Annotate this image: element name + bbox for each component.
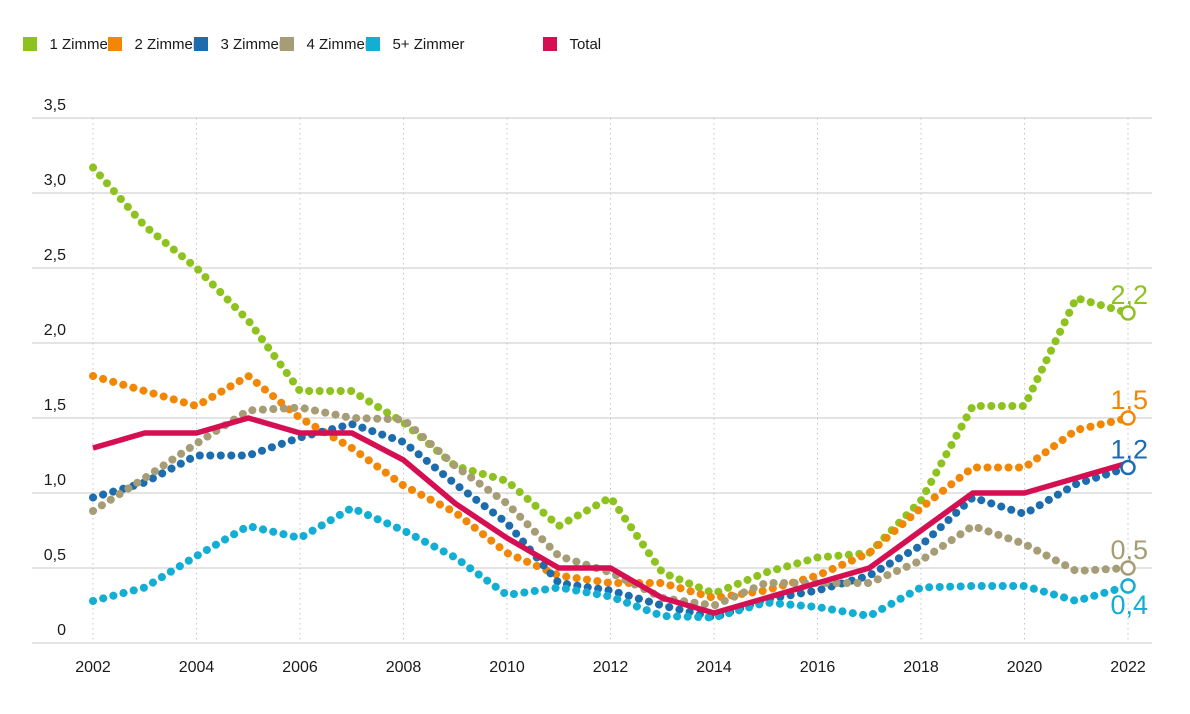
x-axis-tick-label: 2002 [75,659,111,676]
chart-legend: 1 Zimmer 2 Zimmer 3 Zimmer 4 Zimmer 5+ Z… [0,36,1190,56]
series-endpoint-1-zimmer [1120,305,1136,321]
legend-item-4-zimmer: 4 Zimmer [280,36,370,53]
series-endpoint-3-zimmer [1120,459,1136,476]
x-axis-tick-label: 2014 [696,659,732,676]
series-endpoint-4-zimmer [1120,560,1136,576]
legend-swatch-3-zimmer [194,37,208,51]
y-axis-tick-label: 2,5 [44,247,66,264]
series-end-label-1-zimmer: 2,2 [1110,280,1148,310]
legend-swatch-2-zimmer [108,37,122,51]
legend-swatch-1-zimmer [23,37,37,51]
series-end-label-5plus-zimmer: 0,4 [1110,590,1148,620]
series-line-1-zimmer [89,163,1132,598]
y-axis-tick-label: 0,5 [44,547,66,564]
series-line-total [92,415,1129,616]
x-axis-tick-label: 2020 [1007,659,1043,676]
series-line-4-zimmer [89,403,1132,610]
legend-item-5plus-zimmer: 5+ Zimmer [366,36,465,53]
x-axis-tick-label: 2008 [386,659,422,676]
legend-label: 2 Zimmer [134,36,198,53]
x-axis-tick-label: 2010 [489,659,525,676]
legend-label: 4 Zimmer [306,36,370,53]
x-axis-tick-label: 2016 [800,659,836,676]
series-endpoint-2-zimmer [1120,410,1136,426]
legend-item-total: Total [543,36,602,53]
legend-label: 3 Zimmer [220,36,284,53]
series-end-label-2-zimmer: 1,5 [1110,385,1148,415]
legend-item-2-zimmer: 2 Zimmer [108,36,198,53]
y-axis-tick-label: 3,0 [44,172,66,189]
y-axis-tick-label: 1,5 [44,397,66,414]
y-axis-tick-label: 1,0 [44,472,66,489]
x-axis-tick-label: 2006 [282,659,318,676]
x-axis-tick-label: 2022 [1110,659,1146,676]
legend-swatch-total [543,37,557,51]
series-endpoint-5plus-zimmer [1120,578,1136,594]
legend-label: 5+ Zimmer [392,36,465,53]
y-axis-tick-label: 2,0 [44,322,66,339]
series-line-3-zimmer [89,419,1132,622]
legend-item-3-zimmer: 3 Zimmer [194,36,284,53]
legend-label: Total [569,36,602,53]
x-axis-tick-label: 2018 [903,659,939,676]
series-line-5plus-zimmer [89,503,1132,622]
series-line-2-zimmer [89,371,1132,603]
legend-item-1-zimmer: 1 Zimmer [23,36,113,53]
series-end-label-3-zimmer: 1,2 [1110,435,1148,465]
legend-swatch-5plus-zimmer [366,37,380,51]
x-axis-tick-label: 2004 [179,659,215,676]
x-axis-tick-label: 2012 [593,659,629,676]
legend-label: 1 Zimmer [49,36,113,53]
y-axis-tick-label: 0 [57,622,66,639]
series-end-label-4-zimmer: 0,5 [1110,535,1148,565]
y-axis-tick-label: 3,5 [44,97,66,114]
legend-swatch-4-zimmer [280,37,294,51]
